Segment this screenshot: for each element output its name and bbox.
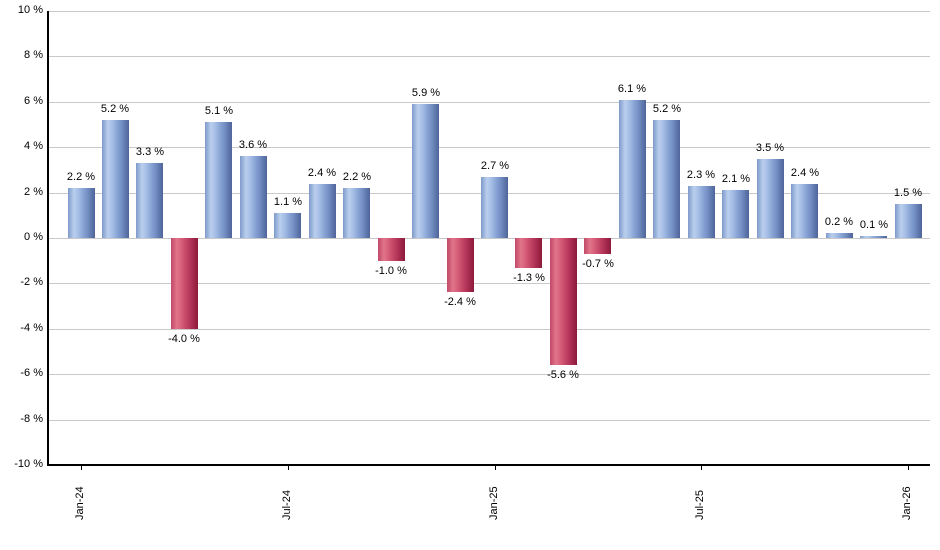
x-axis-tick — [908, 465, 909, 470]
bar-value-label: 2.2 % — [342, 171, 372, 183]
x-axis-tick — [495, 465, 496, 470]
y-axis-tick-label: -10 % — [14, 458, 43, 470]
gridline — [48, 374, 930, 375]
y-axis-tick-label: 6 % — [24, 95, 43, 107]
bar — [550, 238, 577, 365]
bar — [653, 120, 680, 238]
x-axis-tick — [701, 465, 702, 470]
bar-value-label: 2.2 % — [66, 171, 96, 183]
bar — [722, 190, 749, 238]
gridline — [48, 238, 930, 239]
gridline — [48, 329, 930, 330]
gridline — [48, 420, 930, 421]
x-axis-tick-label: Jan-26 — [901, 486, 913, 520]
bar — [619, 100, 646, 238]
gridline — [48, 11, 930, 12]
bar-value-label: 3.3 % — [135, 146, 165, 158]
y-axis-tick-label: 2 % — [24, 186, 43, 198]
bar — [136, 163, 163, 238]
bar-value-label: 2.7 % — [480, 160, 510, 172]
y-axis-line — [47, 11, 49, 466]
x-axis-tick — [81, 465, 82, 470]
bar — [378, 238, 405, 261]
bar — [102, 120, 129, 238]
bar — [515, 238, 542, 268]
bar — [171, 238, 198, 329]
bar-value-label: 3.6 % — [238, 139, 268, 151]
y-axis-tick-label: -6 % — [20, 367, 43, 379]
bar-value-label: 1.5 % — [893, 187, 923, 199]
bar-value-label: 3.5 % — [755, 142, 785, 154]
bar-value-label: 1.1 % — [273, 196, 303, 208]
x-axis-tick-label: Jan-24 — [74, 486, 86, 520]
gridline — [48, 283, 930, 284]
bar-value-label: 2.3 % — [686, 169, 716, 181]
y-axis-tick-label: -4 % — [20, 322, 43, 334]
bar — [240, 156, 267, 238]
x-axis-tick-label: Jul-25 — [694, 490, 706, 520]
gridline — [48, 56, 930, 57]
bar — [791, 184, 818, 238]
bar-value-label: -2.4 % — [444, 296, 476, 308]
bar — [274, 213, 301, 238]
bar — [481, 177, 508, 238]
bar-value-label: -0.7 % — [582, 258, 614, 270]
bar — [205, 122, 232, 238]
bar-value-label: 5.9 % — [411, 87, 441, 99]
gridline — [48, 102, 930, 103]
bar — [860, 236, 887, 238]
x-axis-tick-label: Jan-25 — [488, 486, 500, 520]
bar — [447, 238, 474, 292]
bar-value-label: 2.4 % — [307, 167, 337, 179]
bar — [309, 184, 336, 238]
y-axis-tick-label: 8 % — [24, 49, 43, 61]
bar-value-label: 2.4 % — [790, 167, 820, 179]
bar — [68, 188, 95, 238]
y-axis-tick-label: -8 % — [20, 413, 43, 425]
bar-value-label: 2.1 % — [721, 173, 751, 185]
bar-value-label: 5.2 % — [100, 103, 130, 115]
bar-value-label: -5.6 % — [547, 369, 579, 381]
x-axis-tick-label: Jul-24 — [281, 490, 293, 520]
bar-value-label: 5.2 % — [652, 103, 682, 115]
bar — [412, 104, 439, 238]
bar — [584, 238, 611, 254]
bar-value-label: 0.1 % — [859, 219, 889, 231]
bar-value-label: 5.1 % — [204, 105, 234, 117]
bar — [688, 186, 715, 238]
bar-value-label: 6.1 % — [617, 83, 647, 95]
gridline — [48, 147, 930, 148]
x-axis-tick — [288, 465, 289, 470]
bar — [895, 204, 922, 238]
bar — [757, 159, 784, 238]
bar-value-label: -1.3 % — [513, 272, 545, 284]
bar — [343, 188, 370, 238]
bar-value-label: 0.2 % — [824, 216, 854, 228]
bar-value-label: -1.0 % — [375, 265, 407, 277]
bar-value-label: -4.0 % — [168, 333, 200, 345]
y-axis-tick-label: 10 % — [17, 4, 43, 16]
y-axis-tick-label: -2 % — [20, 276, 43, 288]
y-axis-tick-label: 0 % — [24, 231, 43, 243]
x-axis-line — [47, 464, 930, 466]
y-axis-tick-label: 4 % — [24, 140, 43, 152]
bar — [826, 233, 853, 238]
